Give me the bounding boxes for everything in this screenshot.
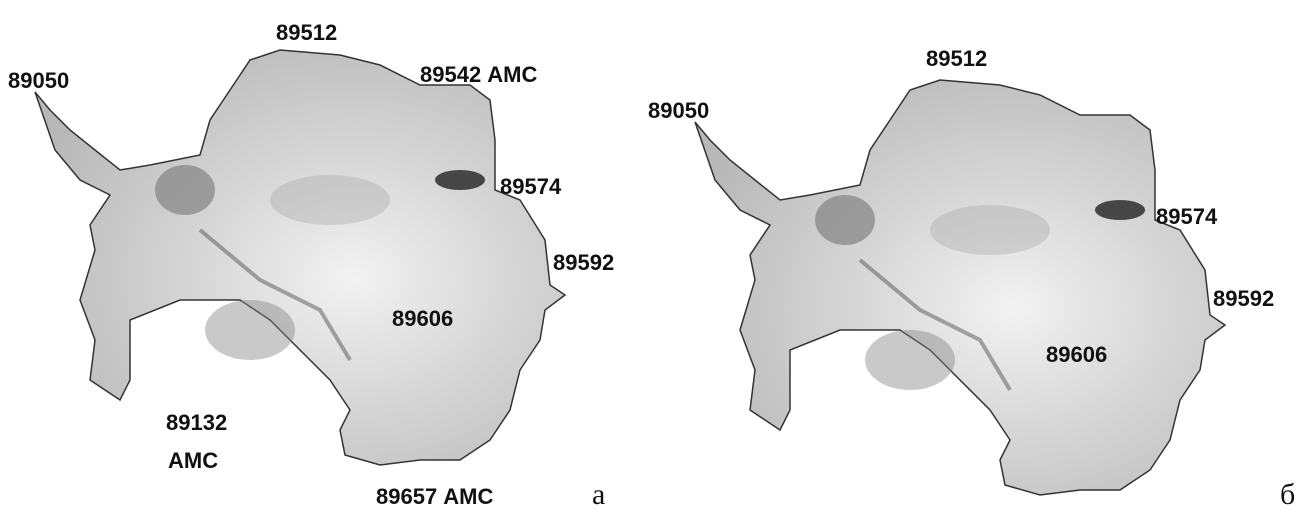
station-label: 89657 АМС (376, 484, 494, 509)
map-a (35, 50, 565, 465)
station-label: 89606 (392, 306, 453, 331)
station-label: 89512 (926, 46, 987, 71)
map-b (695, 80, 1225, 495)
station-label: 89574 (1156, 204, 1218, 229)
station-label: 89592 (1213, 286, 1274, 311)
station-label: 89542 АМС (420, 62, 538, 87)
station-label: 89050 (8, 68, 69, 93)
panel-caption: а (592, 478, 605, 509)
station-label: 89606 (1046, 342, 1107, 367)
station-label: 89050 (648, 98, 709, 123)
page: {"panels": [ {"labels": ["89050", "89512… (0, 0, 1309, 509)
station-label: 89574 (500, 174, 562, 199)
station-label: АМС (168, 448, 218, 473)
station-label: 89132 (166, 410, 227, 435)
panel-caption: б (1280, 478, 1295, 509)
station-label: 89592 (553, 250, 614, 275)
figure: 89050 89512 89542 АМС 89574 89592 89606 … (0, 0, 1309, 509)
station-label: 89512 (276, 20, 337, 45)
